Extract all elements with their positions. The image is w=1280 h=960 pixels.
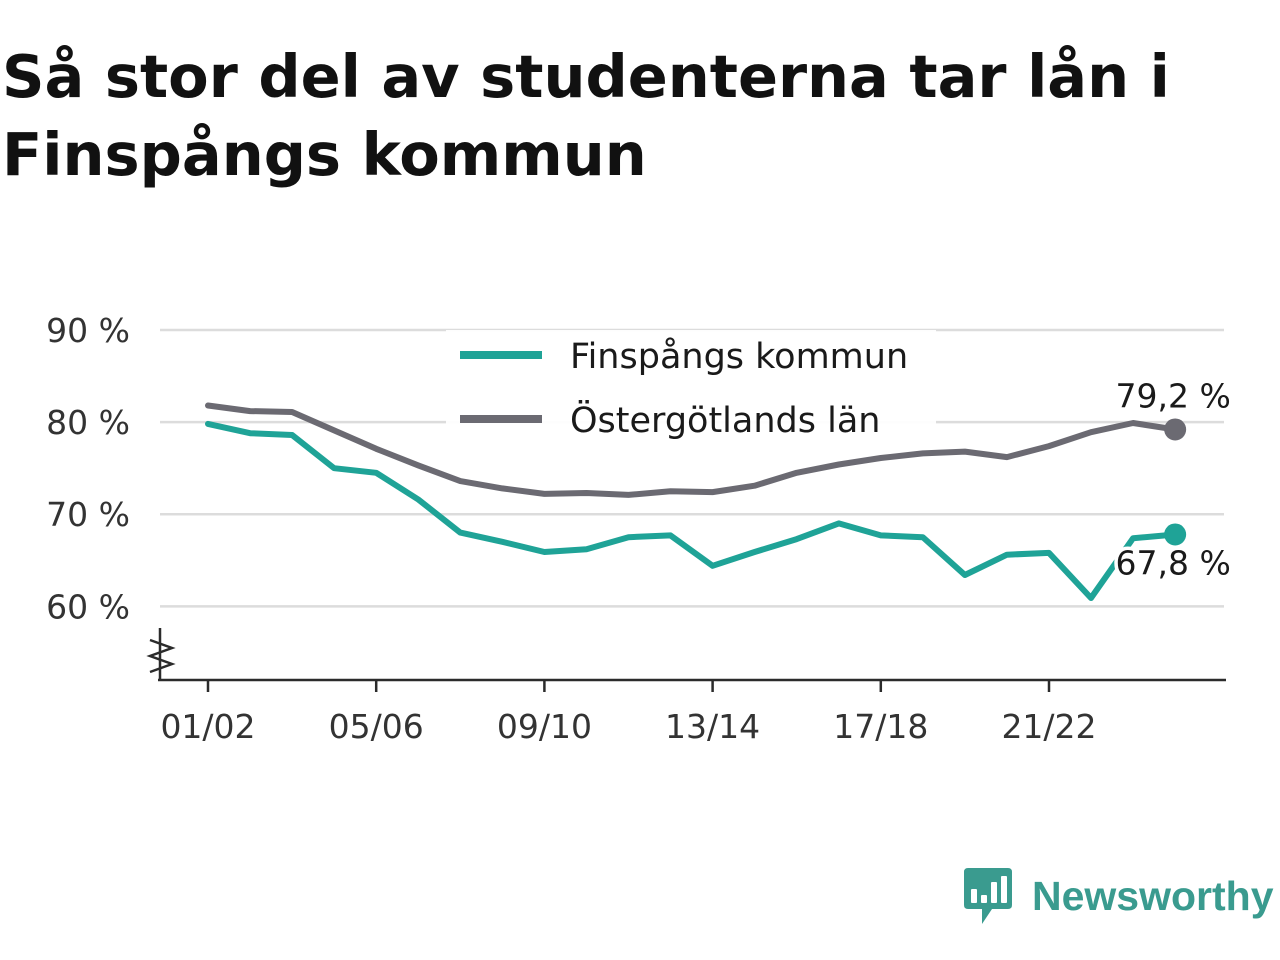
- axes: 01/02 05/06 09/10 13/14 17/18 21/22: [146, 628, 1226, 746]
- legend: Finspångs kommun Östergötlands län: [446, 330, 936, 456]
- y-tick-label: 70 %: [46, 495, 130, 534]
- series-line: [205, 402, 1179, 498]
- newsworthy-logo-icon: [964, 868, 1012, 924]
- y-tick-label: 60 %: [46, 587, 130, 626]
- axis-break: [146, 638, 176, 674]
- x-tick-label: 13/14: [665, 707, 760, 746]
- legend-label: Östergötlands län: [570, 399, 880, 441]
- x-tick-label: 05/06: [329, 707, 424, 746]
- x-tick-label: 09/10: [497, 707, 592, 746]
- y-tick-label: 90 %: [46, 311, 130, 350]
- brand-name: Newsworthy: [1032, 872, 1274, 919]
- legend-label: Finspångs kommun: [570, 336, 908, 377]
- x-tick-label: 21/22: [1001, 707, 1096, 746]
- end-value-label: 67,8 %: [1115, 543, 1230, 582]
- y-tick-label: 80 %: [46, 403, 130, 442]
- end-labels: 67,8 % 79,2 %: [1112, 373, 1234, 586]
- series-end-marker: [1164, 418, 1187, 441]
- end-value-label: 79,2 %: [1115, 376, 1230, 415]
- series-end-marker: [1164, 523, 1187, 546]
- x-tick-label: 17/18: [833, 707, 928, 746]
- chart-title: Så stor del av studenterna tar lån i Fin…: [2, 42, 1170, 189]
- gridlines: 60 % 70 % 80 % 90 %: [46, 311, 1224, 626]
- series-line: [205, 420, 1179, 601]
- series-layer: [205, 402, 1187, 601]
- x-tick-label: 01/02: [160, 707, 255, 746]
- brand: Newsworthy: [962, 864, 1274, 928]
